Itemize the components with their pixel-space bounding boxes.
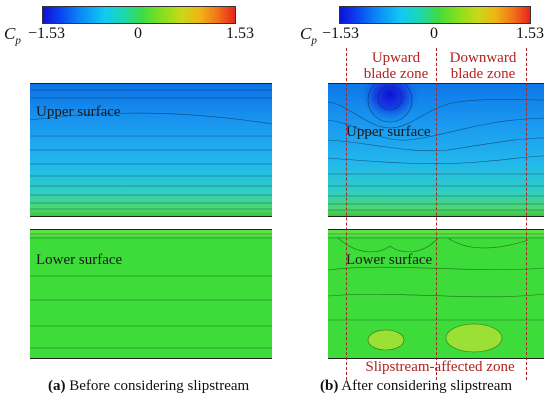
colorbar-right-max-label: 1.53 xyxy=(516,25,544,42)
colorbar-right-min-label: −1.53 xyxy=(322,25,360,42)
right-lower-surface-label: Lower surface xyxy=(346,252,433,268)
downward-blade-zone-label: Downward blade zone xyxy=(449,50,517,82)
left-upper-surface-label: Upper surface xyxy=(36,104,121,120)
colorbar-left xyxy=(42,6,236,24)
caption-b: (b) After considering slipstream xyxy=(320,378,513,394)
colorbar-right-mid-label: 0 xyxy=(430,25,438,42)
left-lower-contour xyxy=(30,230,272,358)
left-lower-surface-plot xyxy=(30,229,272,359)
right-upper-surface-label: Upper surface xyxy=(346,124,431,140)
upward-blade-zone-label: Upward blade zone xyxy=(363,50,429,82)
slipstream-affected-zone-label: Slipstream-affected zone xyxy=(365,359,515,375)
left-upper-contour xyxy=(30,84,272,216)
dashed-line-left xyxy=(346,48,347,380)
dashed-line-right xyxy=(526,48,527,380)
colorbar-left-min-label: −1.53 xyxy=(28,25,66,42)
left-lower-surface-label: Lower surface xyxy=(36,252,123,268)
caption-a: (a) Before considering slipstream xyxy=(48,378,250,394)
colorbar-right xyxy=(339,6,531,24)
left-upper-surface-plot xyxy=(30,83,272,217)
dashed-line-middle xyxy=(436,48,437,380)
cp-symbol-right: Cp xyxy=(300,24,317,47)
cp-symbol-left: Cp xyxy=(4,24,21,47)
colorbar-left-max-label: 1.53 xyxy=(226,25,254,42)
colorbar-left-mid-label: 0 xyxy=(134,25,142,42)
